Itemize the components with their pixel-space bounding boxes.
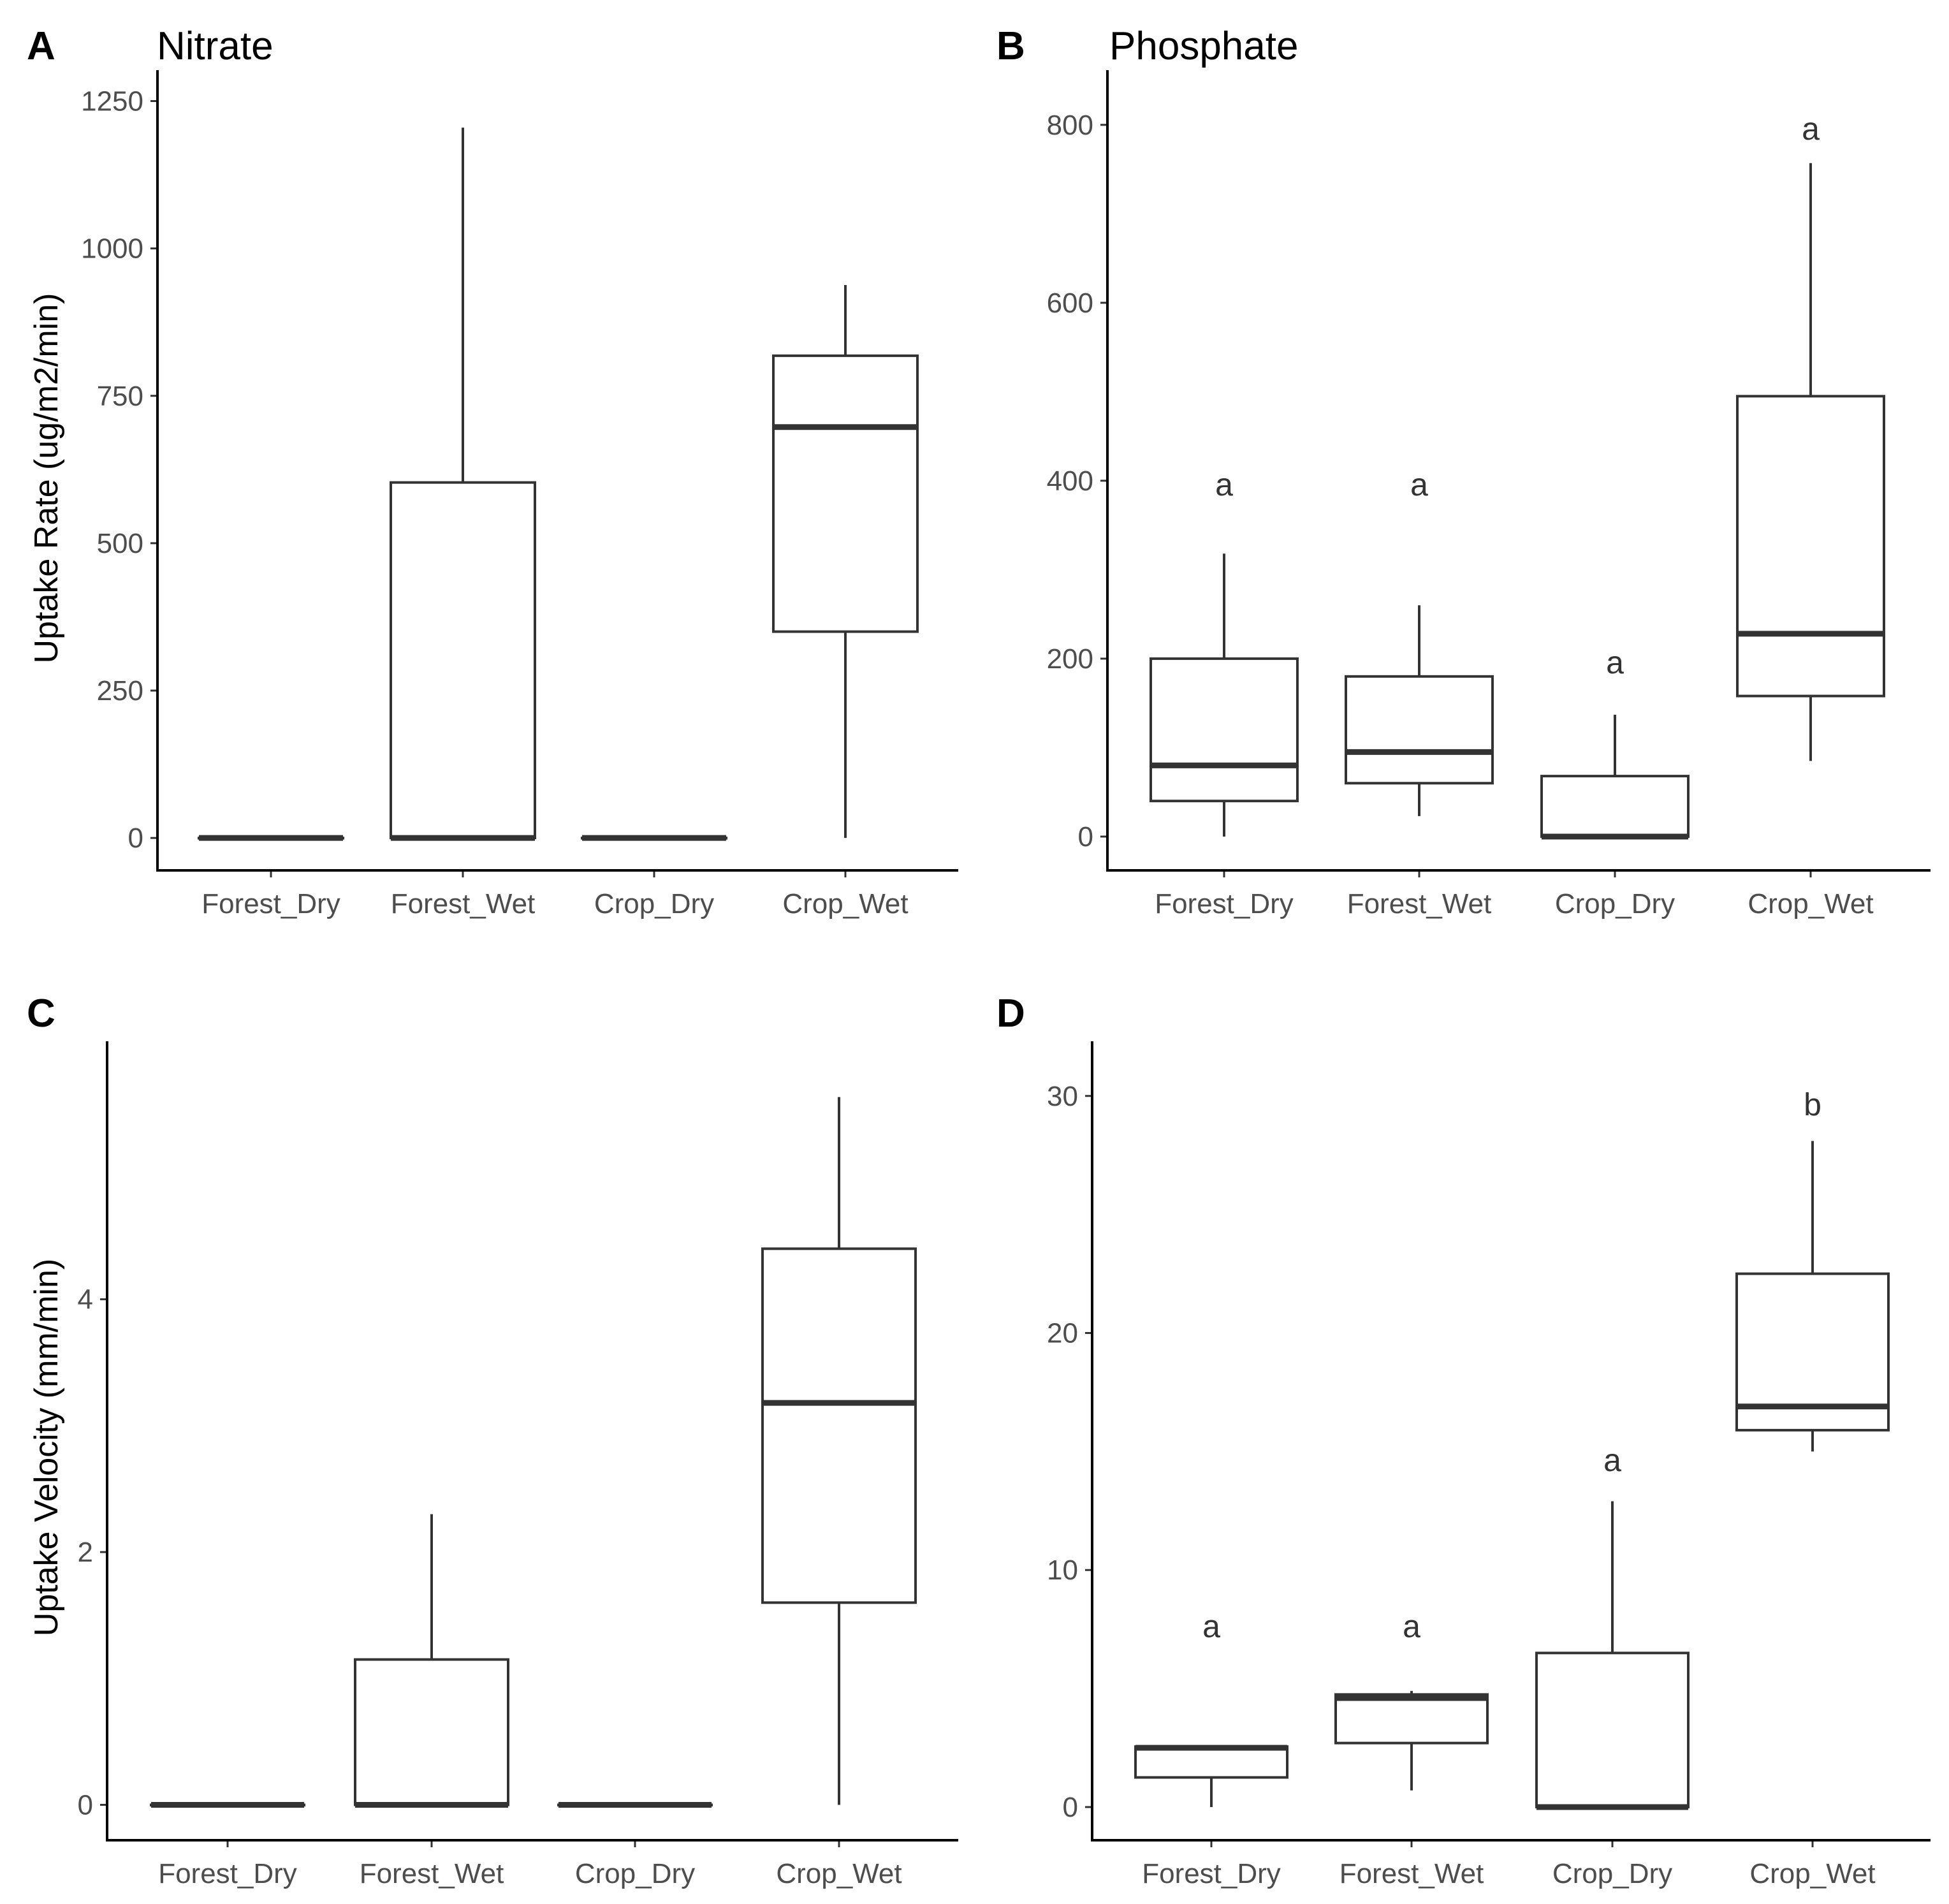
y-tick-label: 400 bbox=[1047, 465, 1093, 497]
iqr-box bbox=[1540, 775, 1690, 838]
y-tick-label: 2 bbox=[78, 1537, 93, 1568]
panel-b-phosphate: B Phosphate 0 200 400 600 800 a a a a Forest_Dry F… bbox=[996, 24, 1931, 919]
significance-letter: a bbox=[1606, 645, 1624, 680]
significance-letter: a bbox=[1802, 111, 1820, 147]
y-tick-label: 1000 bbox=[81, 233, 143, 265]
iqr-box bbox=[1345, 675, 1494, 785]
significance-letter: a bbox=[1202, 1608, 1220, 1644]
panel-letter: C bbox=[27, 992, 55, 1036]
x-tick-label: Crop_Dry bbox=[594, 888, 714, 919]
panel-a-nitrate: A Nitrate Uptake Rate (ug/m2/min) 0 250 50… bbox=[27, 24, 958, 919]
x-tick-label: Crop_Wet bbox=[776, 1858, 902, 1889]
x-tick-label: Forest_Wet bbox=[360, 1858, 504, 1889]
y-tick-label: 30 bbox=[1047, 1081, 1078, 1112]
panel-title: Phosphate bbox=[1109, 24, 1298, 68]
x-tick-label: Crop_Dry bbox=[575, 1858, 695, 1889]
x-tick-label: Forest_Wet bbox=[1347, 888, 1492, 919]
x-tick-label: Crop_Dry bbox=[1555, 888, 1675, 919]
y-tick-label: 0 bbox=[128, 823, 143, 854]
iqr-box bbox=[354, 1658, 509, 1806]
x-tick-label: Forest_Dry bbox=[1155, 888, 1294, 919]
y-tick-label: 800 bbox=[1047, 110, 1093, 141]
y-tick-label: 600 bbox=[1047, 288, 1093, 319]
box-crop-dry bbox=[1540, 714, 1690, 840]
x-tick-label: Forest_Dry bbox=[1142, 1858, 1281, 1889]
box-forest-wet bbox=[390, 128, 536, 841]
y-tick-label: 500 bbox=[97, 528, 143, 559]
significance-letter: a bbox=[1410, 467, 1428, 502]
x-tick-label: Crop_Wet bbox=[1749, 1858, 1875, 1889]
iqr-box bbox=[1150, 657, 1299, 803]
x-tick-label: Crop_Wet bbox=[1748, 888, 1873, 919]
panel-letter: A bbox=[27, 24, 55, 68]
y-tick-label: 200 bbox=[1047, 643, 1093, 675]
x-tick-label: Forest_Wet bbox=[1339, 1858, 1484, 1889]
x-tick-label: Forest_Dry bbox=[158, 1858, 297, 1889]
y-tick-label: 250 bbox=[97, 675, 143, 707]
panel-title: Nitrate bbox=[157, 24, 274, 68]
significance-letter: b bbox=[1804, 1087, 1821, 1123]
panel-d-velocity: D 0 10 20 30 a a a b Forest_Dry Forest_Wet Crop_Dr… bbox=[996, 992, 1931, 1889]
box-crop-wet bbox=[1735, 1141, 1890, 1452]
iqr-box bbox=[1134, 1745, 1288, 1779]
x-tick-label: Forest_Dry bbox=[201, 888, 340, 919]
y-tick-label: 20 bbox=[1047, 1317, 1078, 1349]
box-forest-wet bbox=[1345, 605, 1494, 816]
iqr-box bbox=[390, 481, 536, 840]
box-forest-wet bbox=[354, 1514, 509, 1808]
box-forest-dry bbox=[1134, 1745, 1288, 1807]
iqr-box bbox=[1535, 1651, 1690, 1808]
panel-letter: D bbox=[996, 992, 1025, 1036]
significance-letter: a bbox=[1215, 467, 1233, 502]
box-crop-wet bbox=[1736, 163, 1885, 761]
y-tick-label: 750 bbox=[97, 381, 143, 412]
box-crop-wet bbox=[761, 1097, 917, 1805]
y-tick-label: 0 bbox=[1063, 1792, 1078, 1823]
x-tick-label: Crop_Dry bbox=[1552, 1858, 1672, 1889]
iqr-box bbox=[772, 354, 919, 633]
x-tick-label: Crop_Wet bbox=[782, 888, 908, 919]
y-tick-label: 4 bbox=[78, 1284, 93, 1315]
panel-letter: B bbox=[996, 24, 1025, 68]
y-tick-label: 10 bbox=[1047, 1555, 1078, 1586]
y-tick-label: 1250 bbox=[81, 85, 143, 117]
iqr-box bbox=[1736, 395, 1885, 698]
significance-letter: a bbox=[1603, 1442, 1621, 1478]
x-tick-label: Forest_Wet bbox=[391, 888, 536, 919]
box-crop-wet bbox=[772, 284, 919, 838]
y-axis-title: Uptake Velocity (mm/min) bbox=[28, 1259, 65, 1636]
y-tick-label: 0 bbox=[78, 1789, 93, 1820]
iqr-box bbox=[761, 1247, 917, 1604]
box-crop-dry bbox=[1535, 1501, 1690, 1810]
box-forest-wet bbox=[1334, 1690, 1489, 1790]
significance-letter: a bbox=[1403, 1608, 1420, 1644]
y-tick-label: 0 bbox=[1078, 821, 1093, 853]
box-forest-dry bbox=[1150, 553, 1299, 837]
panel-c-velocity: C Uptake Velocity (mm/min) 0 2 4 Forest_Dry… bbox=[27, 992, 958, 1889]
iqr-box bbox=[1334, 1693, 1489, 1745]
y-axis-title: Uptake Rate (ug/m2/min) bbox=[28, 293, 65, 664]
